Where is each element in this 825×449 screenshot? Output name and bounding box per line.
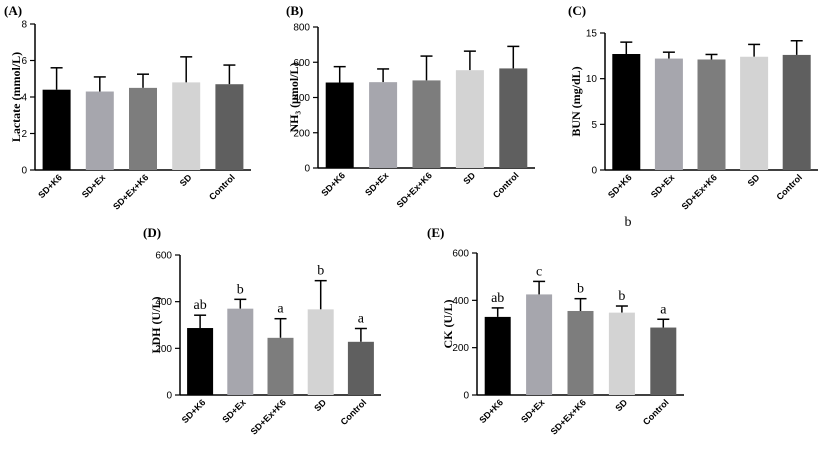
bar-b-3 <box>455 70 484 168</box>
category-label-a-2: SD+Ex+K6 <box>111 172 150 211</box>
category-label-d-2: SD+Ex+K6 <box>249 397 288 436</box>
y-tick-label-a: 6 <box>21 56 27 67</box>
y-axis-label-e: CK (U/L) <box>441 300 455 349</box>
y-tick-label-c: 10 <box>586 74 598 85</box>
category-label-d-1: SD+Ex <box>220 397 247 424</box>
category-label-c-4: Control <box>774 172 804 202</box>
bar-a-2 <box>129 87 157 170</box>
panel-label-c: (C) <box>568 3 586 18</box>
category-label-d-4: Control <box>339 397 369 427</box>
category-label-b-2: SD+Ex+K6 <box>395 170 434 209</box>
y-tick-label-d: 0 <box>166 391 172 402</box>
category-label-a-3: SD <box>178 172 194 188</box>
bar-c-2 <box>697 59 726 171</box>
y-axis-label-d: LDH (U/L) <box>149 296 163 353</box>
bar-e-3 <box>608 312 635 395</box>
panel-label-e: (E) <box>427 225 444 240</box>
category-label-d-3: SD <box>312 397 328 413</box>
category-label-b-3: SD <box>461 170 477 186</box>
category-label-e-2: SD+Ex+K6 <box>549 397 588 436</box>
y-tick-label-e: 0 <box>463 391 469 402</box>
significance-label-d-1: b <box>237 282 244 297</box>
category-label-a-0: SD+K6 <box>36 172 64 200</box>
y-tick-label-c: 0 <box>591 166 597 177</box>
y-tick-label-e: 200 <box>452 343 469 354</box>
significance-label-d-2: a <box>277 302 284 317</box>
bar-b-1 <box>369 82 398 168</box>
significance-label-e-1: c <box>536 264 542 279</box>
bar-e-0 <box>484 316 511 395</box>
bar-a-4 <box>215 84 244 170</box>
category-label-b-1: SD+Ex <box>363 170 390 197</box>
y-tick-label-c: 15 <box>586 29 598 40</box>
bar-c-3 <box>740 56 769 170</box>
bar-c-0 <box>612 54 641 170</box>
category-label-e-4: Control <box>641 397 671 427</box>
bar-b-0 <box>325 82 354 168</box>
significance-label-d-4: a <box>358 312 365 327</box>
y-tick-label-b: 0 <box>304 164 310 175</box>
bar-e-4 <box>650 327 677 395</box>
y-tick-label-e: 600 <box>452 249 469 260</box>
y-axis-label-c: BUN (mg/dL) <box>569 66 583 136</box>
category-label-b-0: SD+K6 <box>319 170 347 198</box>
bar-e-2 <box>567 310 594 395</box>
bar-d-4 <box>347 341 374 395</box>
category-label-d-0: SD+K6 <box>180 397 208 425</box>
bar-d-0 <box>187 328 214 395</box>
y-axis-label-b: NH₃ (μmol/L) <box>287 62 301 132</box>
significance-label-e-0: ab <box>491 291 504 306</box>
y-tick-label-a: 8 <box>21 20 27 31</box>
category-label-a-1: SD+Ex <box>80 172 107 199</box>
significance-label-e-2: b <box>577 282 584 297</box>
category-label-b-4: Control <box>491 170 521 200</box>
significance-label-d-0: ab <box>193 298 206 313</box>
y-tick-label-b: 600 <box>293 58 310 69</box>
significance-label-d-3: b <box>317 264 324 279</box>
bar-b-2 <box>412 80 441 168</box>
bar-e-1 <box>526 294 553 395</box>
significance-label-e-3: b <box>618 289 625 304</box>
bar-c-4 <box>782 54 811 170</box>
y-tick-label-a: 4 <box>21 93 27 104</box>
panel-label-a: (A) <box>4 3 22 18</box>
bar-d-3 <box>307 309 334 395</box>
category-label-e-1: SD+Ex <box>519 397 546 424</box>
y-tick-label-e: 400 <box>452 296 469 307</box>
y-tick-label-a: 2 <box>21 129 27 140</box>
category-label-c-1: SD+Ex <box>649 172 676 199</box>
category-label-c-3: SD <box>746 172 762 188</box>
y-tick-label-d: 600 <box>155 251 172 262</box>
y-tick-label-c: 5 <box>591 120 597 131</box>
significance-label-e-4: a <box>660 302 667 317</box>
panel-label-b: (B) <box>286 3 303 18</box>
category-label-a-4: Control <box>207 172 237 202</box>
bar-a-1 <box>85 91 114 170</box>
bar-d-1 <box>227 308 254 395</box>
y-tick-label-d: 200 <box>155 344 172 355</box>
y-axis-label-a: Lactate (mmol/L) <box>9 52 23 142</box>
category-label-e-0: SD+K6 <box>477 397 505 425</box>
y-tick-label-b: 800 <box>293 23 310 34</box>
panel-label-d: (D) <box>143 225 161 240</box>
y-tick-label-b: 200 <box>293 128 310 139</box>
category-label-e-3: SD <box>613 397 629 413</box>
category-label-c-0: SD+K6 <box>606 172 634 200</box>
bar-a-0 <box>42 89 71 170</box>
y-tick-label-b: 400 <box>293 93 310 104</box>
bar-c-1 <box>654 58 683 170</box>
category-label-c-2: SD+Ex+K6 <box>680 172 719 211</box>
y-tick-label-d: 400 <box>155 297 172 308</box>
footnote-label-c: b <box>625 215 632 230</box>
y-tick-label-a: 0 <box>21 166 27 177</box>
bar-d-2 <box>267 337 294 395</box>
bar-a-3 <box>172 82 201 170</box>
bar-b-4 <box>499 68 528 168</box>
